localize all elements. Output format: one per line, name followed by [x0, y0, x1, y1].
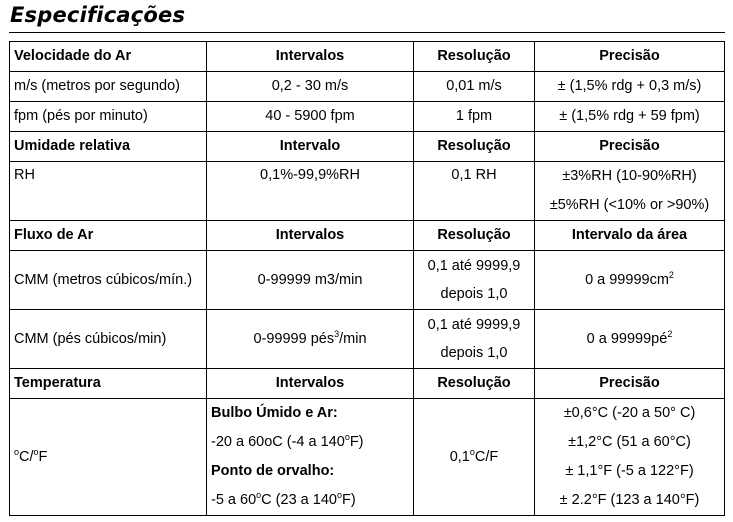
humidity-header-row: Umidade relativa Intervalo Resolução Pre…	[9, 131, 725, 162]
temp-unit-label: C/	[19, 448, 34, 465]
superscript: o	[336, 490, 342, 500]
table-row: fpm (pés por minuto) 40 - 5900 fpm 1 fpm…	[9, 101, 725, 132]
table-cell: 0-99999 pés3/min	[206, 309, 414, 369]
resolution-line: 0,1 até 9999,9	[427, 258, 521, 274]
header-cell: Intervalo da área	[534, 220, 725, 251]
table-cell: ±0,6°C (-20 a 50° C) ±1,2°C (51 a 60°C) …	[534, 398, 725, 516]
table-cell: 0 a 99999cm2	[534, 250, 725, 310]
table-row: m/s (metros por segundo) 0,2 - 30 m/s 0,…	[9, 71, 725, 102]
table-cell: 40 - 5900 fpm	[206, 101, 414, 132]
table-cell: 0,1oC/F	[413, 398, 535, 516]
header-cell: Velocidade do Ar	[9, 41, 207, 72]
table-cell: 0,1 RH	[413, 161, 535, 221]
header-cell: Intervalos	[206, 368, 414, 399]
header-cell: Umidade relativa	[9, 131, 207, 162]
table-cell: 0,1%-99,9%RH	[206, 161, 414, 221]
table-cell: 0,1 até 9999,9 depois 1,0	[413, 309, 535, 369]
header-cell: Fluxo de Ar	[9, 220, 207, 251]
table-row: CMM (pés cúbicos/min) 0-99999 pés3/min 0…	[9, 309, 725, 369]
table-cell: m/s (metros por segundo)	[9, 71, 207, 102]
table-row: CMM (metros cúbicos/mín.) 0-99999 m3/min…	[9, 250, 725, 310]
resolution-line: depois 1,0	[440, 286, 508, 302]
table-cell: ±3%RH (10-90%RH) ±5%RH (<10% or >90%)	[534, 161, 725, 221]
header-cell: Intervalos	[206, 41, 414, 72]
table-cell: 1 fpm	[413, 101, 535, 132]
accuracy-line: ±5%RH (<10% or >90%)	[549, 197, 710, 213]
table-cell: 0-99999 m3/min	[206, 250, 414, 310]
accuracy-line: ± 1,1°F (-5 a 122°F)	[565, 463, 694, 479]
range-text: F)	[341, 492, 356, 508]
table-cell: fpm (pés por minuto)	[9, 101, 207, 132]
range-unit: /min	[339, 330, 367, 347]
header-cell: Resolução	[413, 368, 535, 399]
header-cell: Precisão	[534, 131, 725, 162]
dew-point-title: Ponto de orvalho:	[211, 463, 335, 479]
table-cell: ± (1,5% rdg + 0,3 m/s)	[534, 71, 725, 102]
superscript: o	[256, 490, 262, 500]
header-cell: Resolução	[413, 131, 535, 162]
page-title: Especificações	[10, 3, 186, 27]
specifications-table: Velocidade do Ar Intervalos Resolução Pr…	[9, 41, 725, 516]
title-underline	[9, 32, 725, 33]
accuracy-line: ±0,6°C (-20 a 50° C)	[563, 405, 696, 421]
header-cell: Precisão	[534, 41, 725, 72]
accuracy-line: ±1,2°C (51 a 60°C)	[568, 434, 691, 450]
superscript: o	[33, 446, 39, 457]
range-text: -20 a 60oC (-4 a 140	[211, 434, 345, 450]
superscript: o	[344, 432, 350, 442]
table-cell: Bulbo Úmido e Ar: -20 a 60oC (-4 a 140oF…	[206, 398, 414, 516]
range-text: -5 a 60	[211, 492, 257, 508]
dew-point-range: -5 a 60oC (23 a 140oF)	[211, 486, 409, 515]
table-cell: CMM (metros cúbicos/mín.)	[9, 250, 207, 310]
wet-dry-title: Bulbo Úmido e Ar:	[211, 405, 338, 421]
header-cell: Intervalo	[206, 131, 414, 162]
accuracy-line: ±3%RH (10-90%RH)	[562, 168, 697, 184]
table-row: RH 0,1%-99,9%RH 0,1 RH ±3%RH (10-90%RH) …	[9, 161, 725, 221]
table-cell: 0 a 99999pé2	[534, 309, 725, 369]
superscript: 2	[667, 328, 673, 339]
table-row: oC/oF Bulbo Úmido e Ar: -20 a 60oC (-4 a…	[9, 398, 725, 516]
area-value: 0 a 99999pé	[586, 330, 668, 347]
superscript: o	[469, 446, 475, 457]
resolution-line: depois 1,0	[440, 345, 508, 361]
range-text: F)	[349, 434, 364, 450]
superscript: 2	[668, 269, 674, 280]
table-cell: 0,1 até 9999,9 depois 1,0	[413, 250, 535, 310]
table-cell: CMM (pés cúbicos/min)	[9, 309, 207, 369]
header-cell: Temperatura	[9, 368, 207, 399]
accuracy-line: ± 2.2°F (123 a 140°F)	[559, 492, 700, 508]
header-cell: Intervalos	[206, 220, 414, 251]
header-cell: Resolução	[413, 220, 535, 251]
table-cell: ± (1,5% rdg + 59 fpm)	[534, 101, 725, 132]
wet-dry-range: -20 a 60oC (-4 a 140oF)	[211, 428, 409, 457]
resolution-value: 0,1	[449, 448, 470, 465]
resolution-line: 0,1 até 9999,9	[427, 317, 521, 333]
superscript: o	[14, 446, 20, 457]
airflow-header-row: Fluxo de Ar Intervalos Resolução Interva…	[9, 220, 725, 251]
table-cell: 0,2 - 30 m/s	[206, 71, 414, 102]
range-text: C (23 a 140	[261, 492, 337, 508]
header-cell: Precisão	[534, 368, 725, 399]
range-value: 0-99999 pés	[253, 330, 335, 347]
air-velocity-header-row: Velocidade do Ar Intervalos Resolução Pr…	[9, 41, 725, 72]
header-cell: Resolução	[413, 41, 535, 72]
table-cell: 0,01 m/s	[413, 71, 535, 102]
area-value: 0 a 99999cm	[585, 271, 669, 288]
table-cell: oC/oF	[9, 398, 207, 516]
table-cell: RH	[9, 161, 207, 221]
temp-unit-label: F	[38, 448, 48, 465]
resolution-unit: C/F	[474, 448, 499, 465]
temperature-header-row: Temperatura Intervalos Resolução Precisã…	[9, 368, 725, 399]
superscript: 3	[334, 328, 340, 339]
